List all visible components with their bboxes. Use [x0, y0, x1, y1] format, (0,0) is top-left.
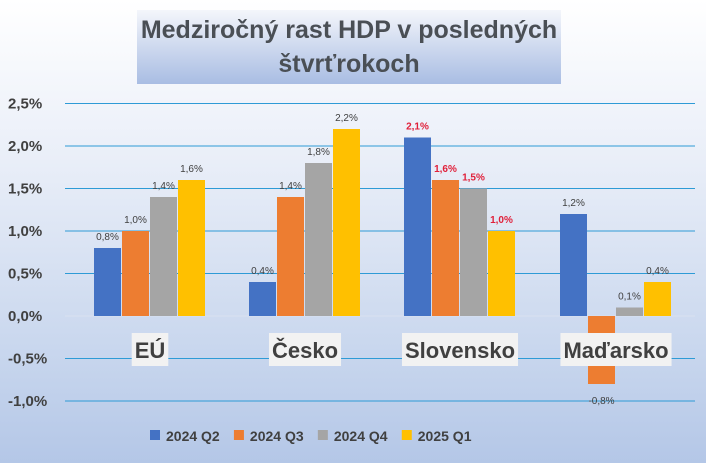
legend-label: 2024 Q2: [166, 428, 220, 444]
bar: [150, 197, 177, 316]
category-label: EÚ: [135, 338, 166, 363]
data-label: 2,2%: [335, 113, 358, 124]
data-label: 1,0%: [490, 215, 513, 226]
data-label: 1,2%: [562, 198, 585, 209]
category-label-background: [131, 333, 169, 366]
category-label: Maďarsko: [563, 338, 668, 363]
legend-swatch: [233, 430, 244, 440]
chart-title: Medziročný rast HDP v posledných štvrťrok…: [137, 10, 561, 84]
legend-swatch: [150, 430, 160, 440]
y-tick-label: 0,0%: [8, 308, 42, 325]
y-tick-label: -0,5%: [8, 351, 47, 368]
data-label: 0,8%: [96, 232, 119, 243]
bar: [122, 231, 149, 316]
data-label: 1,0%: [124, 215, 147, 226]
data-label: 1,5%: [462, 173, 485, 184]
category-label-background: [401, 333, 519, 366]
data-label: 2,1%: [406, 122, 429, 133]
y-tick-label: 1,0%: [8, 223, 42, 240]
data-label: -0,8%: [588, 396, 614, 407]
bar: [616, 307, 643, 316]
data-label: 1,4%: [279, 181, 302, 192]
bar: [178, 180, 205, 316]
data-label: 1,6%: [434, 164, 457, 175]
category-label: Česko: [272, 338, 338, 363]
category-label: Slovensko: [405, 338, 515, 363]
bar: [94, 248, 121, 316]
legend-label: 2024 Q3: [250, 428, 304, 444]
legend-swatch: [401, 430, 412, 440]
category-label-background: [560, 333, 672, 366]
legend-label: 2025 Q1: [418, 428, 472, 444]
y-tick-label: 2,5%: [8, 96, 42, 113]
data-label: 0,4%: [251, 266, 274, 277]
data-label: 0,1%: [618, 292, 641, 303]
data-label: 1,8%: [307, 147, 330, 158]
bar: [404, 137, 431, 316]
data-label: 1,4%: [152, 181, 175, 192]
bar: [432, 180, 459, 316]
category-label-background: [268, 333, 342, 366]
data-label: 1,6%: [180, 164, 203, 175]
bar: [249, 282, 276, 316]
y-tick-label: 2,0%: [8, 138, 42, 155]
data-label: 0,4%: [646, 266, 669, 277]
legend-swatch: [317, 430, 328, 440]
bar: [460, 188, 487, 316]
legend-label: 2024 Q4: [334, 428, 388, 444]
bar: [488, 231, 515, 316]
y-tick-label: 0,5%: [8, 266, 42, 283]
y-tick-label: 1,5%: [8, 181, 42, 198]
bar: [333, 129, 360, 316]
bar: [560, 214, 587, 316]
y-tick-label: -1,0%: [8, 393, 47, 410]
bar: [644, 282, 671, 316]
bar: [305, 163, 332, 316]
bar: [277, 197, 304, 316]
